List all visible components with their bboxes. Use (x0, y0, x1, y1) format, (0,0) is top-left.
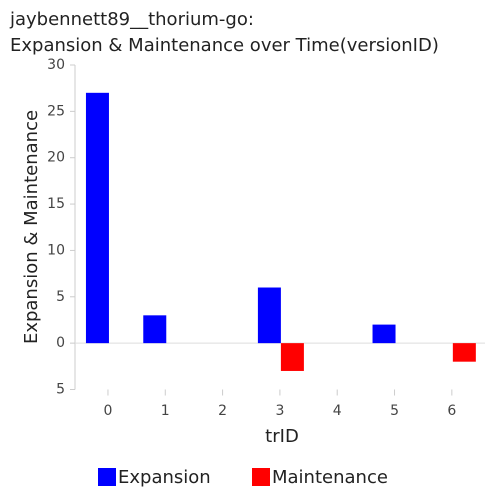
bar (452, 343, 476, 362)
y-tick-label: 30 (47, 57, 65, 73)
x-tick-label: 0 (103, 403, 112, 419)
y-tick-label: 5 (56, 289, 65, 305)
x-tick-label: 6 (447, 403, 456, 419)
y-tick-label: 10 (47, 242, 65, 258)
x-tick-label: 3 (275, 403, 284, 419)
y-tick-label: 5 (56, 382, 65, 398)
bar (85, 92, 109, 344)
x-tick-label: 4 (333, 403, 342, 419)
y-axis-label: Expansion & Maintenance (21, 110, 42, 344)
chart-title: Expansion & Maintenance over Time(versio… (10, 35, 439, 56)
bar (280, 343, 304, 371)
x-tick-label: 1 (161, 403, 170, 419)
bar (257, 287, 281, 344)
y-tick-label: 25 (47, 103, 65, 119)
y-tick-label: 0 (56, 335, 65, 351)
chart-title: jaybennett89__thorium-go: (9, 9, 254, 30)
y-tick-label: 15 (47, 196, 65, 212)
bar (143, 315, 167, 344)
y-tick-label: 20 (47, 150, 65, 166)
x-tick-label: 2 (218, 403, 227, 419)
x-tick-label: 5 (390, 403, 399, 419)
legend-label: Maintenance (272, 467, 388, 488)
x-axis-label: trID (265, 426, 299, 447)
legend-swatch (252, 468, 270, 486)
legend-swatch (98, 468, 116, 486)
bar (372, 324, 396, 344)
legend-label: Expansion (118, 467, 211, 488)
